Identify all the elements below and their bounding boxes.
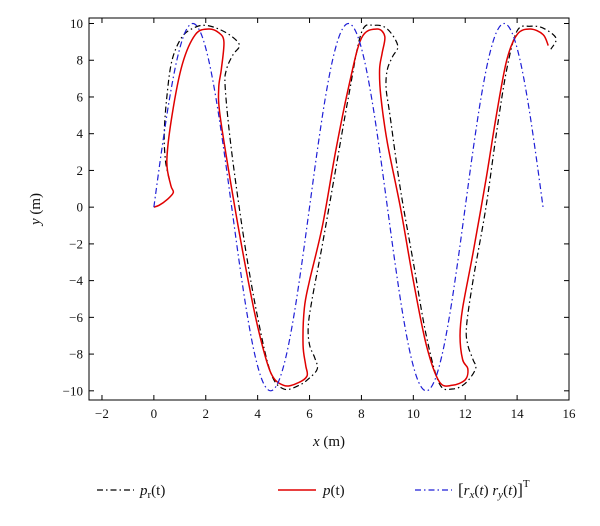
- series-line-target: [153, 22, 544, 392]
- x-tick-label: 14: [511, 406, 525, 421]
- x-tick-label: 16: [563, 406, 577, 421]
- legend-item-actual: p(t): [278, 483, 345, 499]
- x-tick-label: 4: [254, 406, 261, 421]
- legend-ref-arg: (t): [151, 483, 165, 499]
- legend-ref-sub: r: [148, 489, 152, 501]
- x-axis-label-unit: (m): [320, 434, 345, 450]
- legend: pr(t) p(t) [rx(t) ry(t)]T: [97, 478, 530, 501]
- x-tick-label: 0: [151, 406, 158, 421]
- y-axis-label-var: y: [28, 218, 44, 227]
- y-tick-label: 10: [70, 16, 83, 31]
- x-tick-label: 10: [407, 406, 420, 421]
- series-layer: [153, 22, 557, 392]
- plot-frame: [88, 17, 570, 401]
- series-line-reference: [163, 24, 557, 391]
- x-tick-label: 6: [306, 406, 313, 421]
- y-tick-label: −10: [63, 383, 83, 398]
- y-axis-ticks: −10 −8 −6 −4 −2 0 2 4 6 8 10: [63, 16, 569, 398]
- y-tick-label: −8: [69, 347, 83, 362]
- legend-item-target: [rx(t) ry(t)]T: [415, 478, 530, 501]
- legend-ref-var: p: [139, 483, 148, 499]
- y-tick-label: 8: [77, 53, 84, 68]
- y-tick-label: −2: [69, 236, 83, 251]
- x-axis-label: x (m): [312, 434, 345, 450]
- y-axis-label-unit: (m): [28, 193, 44, 218]
- y-tick-label: 0: [77, 200, 84, 215]
- legend-label-target: [rx(t) ry(t)]T: [458, 478, 530, 501]
- x-tick-label: 2: [203, 406, 210, 421]
- y-tick-label: 6: [77, 89, 84, 104]
- y-tick-label: 2: [77, 163, 84, 178]
- legend-act-arg: (t): [331, 483, 345, 499]
- legend-item-reference: pr(t): [97, 483, 165, 501]
- y-tick-label: 4: [77, 126, 84, 141]
- y-axis-label: y (m): [28, 193, 44, 227]
- x-tick-label: 8: [358, 406, 365, 421]
- x-axis-label-var: x: [312, 434, 320, 450]
- legend-act-var: p: [322, 483, 331, 499]
- y-tick-label: −4: [69, 273, 83, 288]
- legend-label-actual: p(t): [322, 483, 345, 499]
- legend-label-reference: pr(t): [139, 483, 165, 501]
- x-tick-label: −2: [95, 406, 109, 421]
- x-tick-label: 12: [459, 406, 472, 421]
- x-axis-ticks: −2 0 2 4 6 8 10 12 14 16: [95, 18, 576, 421]
- y-tick-label: −6: [69, 310, 83, 325]
- series-line-actual: [153, 28, 549, 387]
